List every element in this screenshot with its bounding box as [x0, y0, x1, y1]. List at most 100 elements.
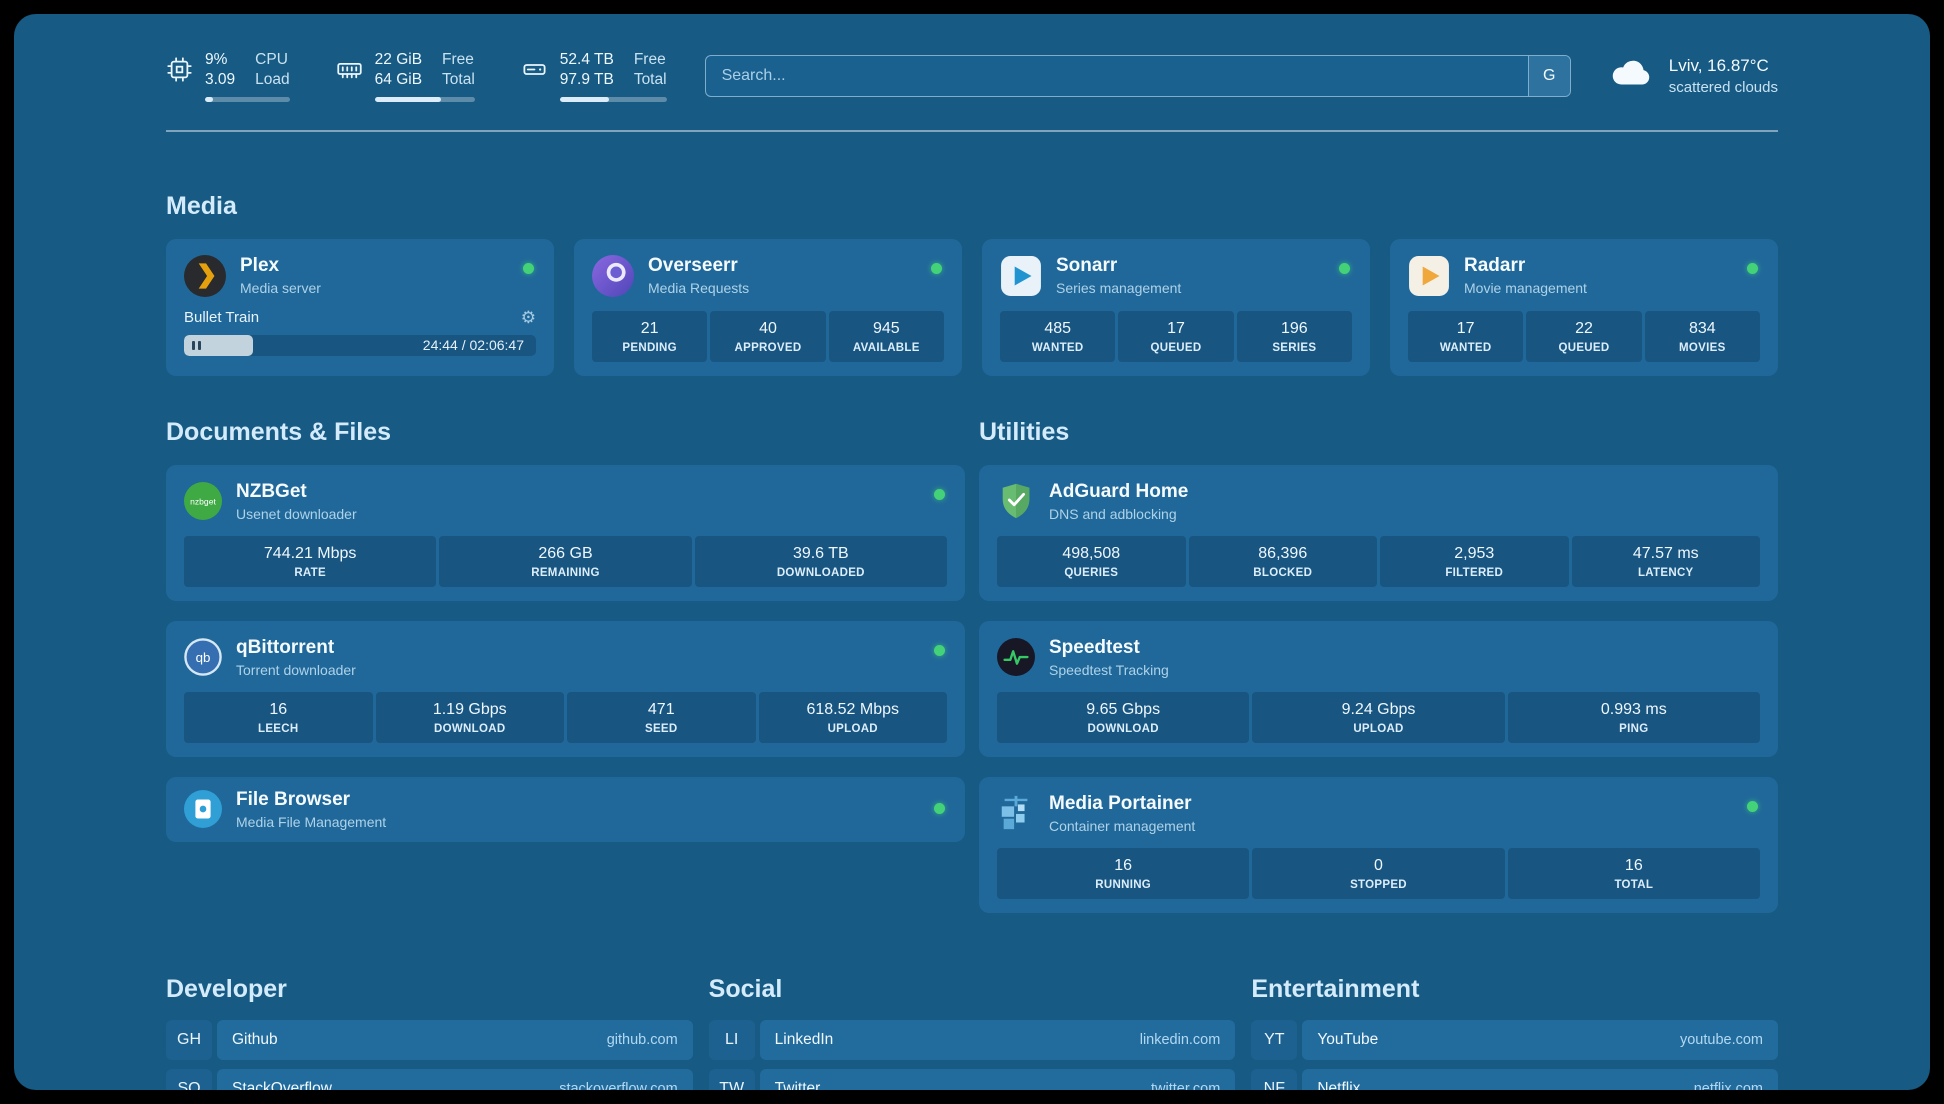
documents-column: Documents & Files nzbget NZBGet Usenet d… — [166, 376, 965, 842]
bookmark-item[interactable]: LI LinkedIn linkedin.com — [708, 1019, 1236, 1060]
bookmark-item[interactable]: GH Github github.com — [166, 1019, 693, 1060]
adguard-stats: 498,508 QUERIES 86,396 BLOCKED 2,953 FILTERED… — [997, 535, 1760, 587]
ram-icon — [336, 50, 363, 88]
stat-label: APPROVED — [734, 341, 802, 354]
stat-box: 266 GB REMAINING — [439, 535, 692, 587]
playback-progress-fill — [184, 334, 253, 356]
stat-label: WANTED — [1439, 341, 1492, 354]
search-bar: G — [704, 54, 1571, 97]
stat-value: 47.57 ms — [1632, 544, 1699, 562]
stat-value: 39.6 TB — [792, 544, 849, 562]
stat-label: QUERIES — [1064, 566, 1119, 579]
app-description: Container management — [1049, 817, 1196, 834]
stat-label: DOWNLOAD — [1087, 722, 1159, 735]
qbittorrent-card[interactable]: qb qBittorrent Torrent downloader 16 LEEC… — [166, 620, 965, 757]
stat-value: 498,508 — [1062, 544, 1121, 562]
status-dot — [934, 803, 945, 815]
bookmark-item[interactable]: TW Twitter twitter.com — [708, 1068, 1236, 1090]
stat-value: 0 — [1374, 856, 1383, 874]
bookmark-item[interactable]: SO StackOverflow stackoverflow.com — [166, 1068, 693, 1090]
radarr-icon — [1408, 255, 1450, 297]
stat-box: 40 APPROVED — [710, 310, 826, 362]
stat-box: 21 PENDING — [592, 310, 708, 362]
section-title-media: Media — [166, 191, 237, 220]
cpu-usage-label: CPU — [255, 51, 288, 68]
bookmark-bar: Github github.com — [217, 1019, 693, 1060]
stat-box: 196 SERIES — [1236, 310, 1352, 362]
adguard-icon — [997, 482, 1035, 520]
bookmark-url: linkedin.com — [1139, 1031, 1221, 1048]
stat-value: 1.19 Gbps — [432, 700, 507, 718]
bookmark-name: StackOverflow — [232, 1079, 332, 1090]
stat-label: PING — [1619, 722, 1649, 735]
header: 9% CPU 3.09 Load 22 GiB Free 6 — [166, 50, 1778, 102]
search-engine-button[interactable]: G — [1527, 55, 1570, 96]
stat-label: REMAINING — [531, 566, 600, 579]
stat-label: WANTED — [1031, 341, 1084, 354]
bookmark-name: Github — [232, 1030, 278, 1048]
radarr-card[interactable]: Radarr Movie management 17 WANTED 22 QUEUED… — [1390, 238, 1778, 376]
stat-label: UPLOAD — [1353, 722, 1404, 735]
disk-metric: 52.4 TB Free 97.9 TB Total — [521, 50, 667, 102]
nzbget-card[interactable]: nzbget NZBGet Usenet downloader 744.21 M… — [166, 464, 965, 601]
playback-progress-bar[interactable]: 24:44 / 02:06:47 — [184, 334, 536, 356]
adguard-card[interactable]: AdGuard Home DNS and adblocking 498,508 Q… — [979, 464, 1778, 601]
bookmark-bar: Netflix netflix.com — [1302, 1068, 1778, 1090]
search-input[interactable] — [705, 55, 1528, 96]
settings-gear-icon[interactable]: ⚙ — [520, 307, 536, 327]
sonarr-card[interactable]: Sonarr Series management 485 WANTED 17 QUEU… — [982, 238, 1370, 376]
stat-box: 86,396 BLOCKED — [1188, 535, 1377, 587]
overseerr-card[interactable]: Overseerr Media Requests 21 PENDING 40 APPR… — [574, 238, 962, 376]
media-grid: Plex Media server Bullet Train ⚙ 24:44 /… — [166, 238, 1778, 376]
stat-box: 9.24 Gbps UPLOAD — [1252, 691, 1505, 743]
disk-free-value: 52.4 TB — [559, 51, 614, 68]
bookmark-abbr: LI — [708, 1019, 755, 1060]
stat-label: RUNNING — [1095, 878, 1152, 891]
bookmark-item[interactable]: NF Netflix netflix.com — [1251, 1068, 1778, 1090]
bookmark-bar: LinkedIn linkedin.com — [759, 1019, 1236, 1060]
filebrowser-card[interactable]: File Browser Media File Management — [166, 776, 965, 842]
stat-label: RATE — [294, 566, 326, 579]
section-title-utilities: Utilities — [979, 417, 1070, 446]
bookmark-abbr: SO — [166, 1068, 212, 1090]
stat-label: BLOCKED — [1253, 566, 1313, 579]
app-name: Speedtest — [1049, 636, 1140, 658]
bookmark-url: stackoverflow.com — [559, 1080, 678, 1090]
bookmark-item[interactable]: YT YouTube youtube.com — [1251, 1019, 1778, 1060]
cpu-icon — [166, 50, 193, 88]
app-description: Series management — [1056, 280, 1182, 297]
stat-value: 16 — [1624, 856, 1643, 874]
speedtest-card[interactable]: Speedtest Speedtest Tracking 9.65 Gbps DO… — [979, 620, 1778, 757]
playback-time: 24:44 / 02:06:47 — [422, 337, 524, 354]
stat-box: 16 RUNNING — [997, 847, 1250, 899]
stat-box: 834 MOVIES — [1644, 310, 1760, 362]
ram-free-label: Free — [442, 51, 474, 68]
portainer-card[interactable]: Media Portainer Container management 16 R… — [979, 776, 1778, 913]
bookmark-name: YouTube — [1317, 1030, 1379, 1048]
stat-value: 0.993 ms — [1600, 700, 1667, 718]
stat-value: 266 GB — [538, 544, 593, 562]
sonarr-icon — [1000, 255, 1042, 297]
plex-card[interactable]: Plex Media server Bullet Train ⚙ 24:44 /… — [166, 238, 554, 376]
stat-value: 618.52 Mbps — [806, 700, 899, 718]
cloud-icon — [1609, 50, 1655, 101]
bookmark-name: Netflix — [1317, 1079, 1361, 1090]
now-playing-title: Bullet Train — [184, 308, 260, 326]
stat-box: 0 STOPPED — [1252, 847, 1505, 899]
stat-box: 47.57 ms LATENCY — [1571, 535, 1760, 587]
stat-value: 17 — [1456, 319, 1475, 337]
stat-value: 9.24 Gbps — [1341, 700, 1416, 718]
stat-value: 21 — [640, 319, 659, 337]
stat-box: 16 TOTAL — [1507, 847, 1760, 899]
app-name: Media Portainer — [1049, 792, 1192, 814]
app-description: Media server — [240, 280, 321, 297]
sonarr-stats: 485 WANTED 17 QUEUED 196 SERIES — [1000, 310, 1352, 362]
bookmarks: Developer GH Github github.com SO StackOverf… — [166, 917, 1778, 1090]
stat-box: 0.993 ms PING — [1507, 691, 1760, 743]
app-description: Media Requests — [648, 280, 750, 297]
speedtest-stats: 9.65 Gbps DOWNLOAD 9.24 Gbps UPLOAD 0.993 ms… — [997, 691, 1760, 743]
status-dot — [1339, 262, 1350, 274]
section-title-documents: Documents & Files — [166, 417, 392, 446]
weather-widget: Lviv, 16.87°C scattered clouds — [1609, 50, 1778, 101]
stat-label: LATENCY — [1637, 566, 1694, 579]
